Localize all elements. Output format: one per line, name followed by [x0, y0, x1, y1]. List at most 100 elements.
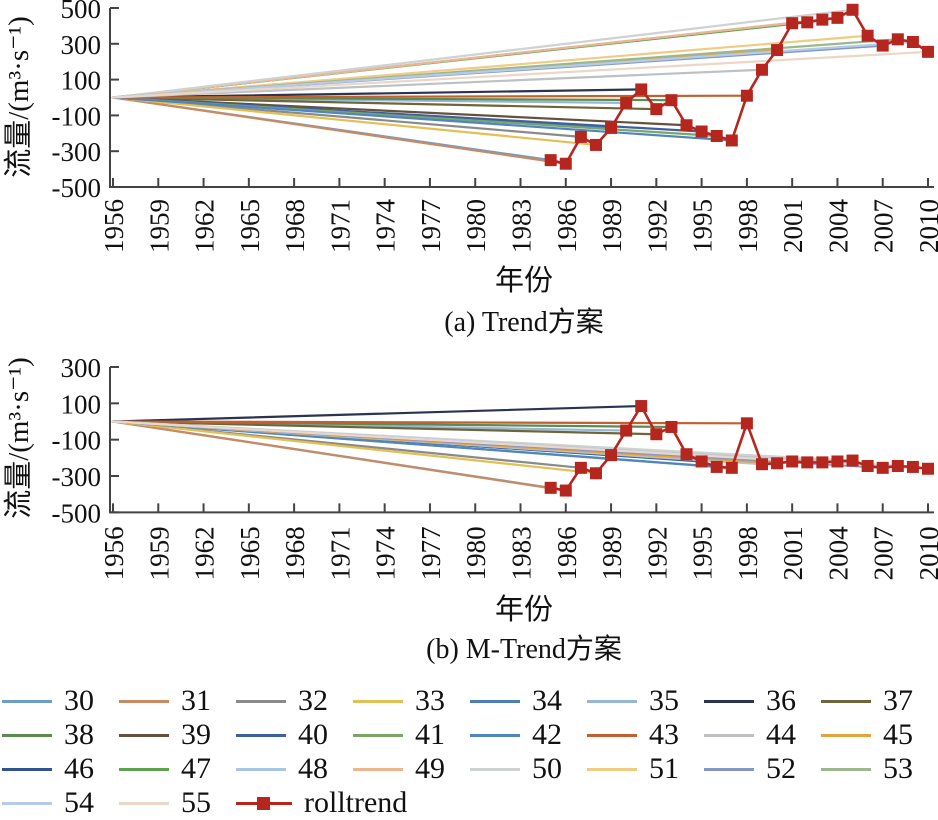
- legend-label: 36: [766, 684, 796, 718]
- legend-row-4: 54 55 rolltrend: [2, 786, 936, 820]
- legend-label: 31: [181, 684, 211, 718]
- rolltrend-marker: [756, 64, 768, 76]
- legend-label: 55: [181, 786, 211, 820]
- legend-item-31: 31: [119, 684, 236, 718]
- legend-item-39: 39: [119, 718, 236, 752]
- rolltrend-swatch-marker: [257, 797, 270, 810]
- legend-label: 48: [298, 752, 328, 786]
- legend-item-52: 52: [704, 752, 821, 786]
- legend-item-43: 43: [587, 718, 704, 752]
- x-tick-label: 1956: [99, 199, 129, 253]
- legend-label: 42: [532, 718, 562, 752]
- legend-item-30: 30: [2, 684, 119, 718]
- legend-label: 33: [415, 684, 445, 718]
- rolltrend-marker: [711, 130, 723, 142]
- rolltrend-marker: [560, 158, 572, 170]
- x-tick-label: 1980: [461, 199, 491, 253]
- legend-item-44: 44: [704, 718, 821, 752]
- legend-item-55: 55: [119, 786, 236, 820]
- legend-label: 37: [883, 684, 913, 718]
- legend-swatch-icon: [821, 734, 871, 737]
- y-tick-label: 300: [61, 30, 102, 60]
- rolltrend-marker: [590, 467, 602, 479]
- legend-label: 50: [532, 752, 562, 786]
- rolltrend-marker: [545, 154, 557, 166]
- x-tick-label: 1962: [190, 526, 220, 580]
- legend-item-50: 50: [470, 752, 587, 786]
- rolltrend-marker: [665, 94, 677, 106]
- rolltrend-marker: [696, 455, 708, 467]
- rolltrend-marker: [620, 425, 632, 437]
- y-tick-label: -300: [52, 137, 102, 167]
- x-tick-label: 2001: [778, 526, 808, 580]
- rolltrend-marker: [771, 457, 783, 469]
- rolltrend-marker: [711, 461, 723, 473]
- legend-swatch-icon: [353, 734, 403, 737]
- legend-label: 45: [883, 718, 913, 752]
- legend-swatch-icon: [587, 768, 637, 771]
- legend-label: 44: [766, 718, 796, 752]
- legend-item-54: 54: [2, 786, 119, 820]
- legend-swatch-icon: [2, 768, 52, 771]
- legend-label: 39: [181, 718, 211, 752]
- x-tick-label: 2007: [869, 526, 899, 580]
- y-tick-label: 300: [61, 353, 102, 383]
- rolltrend-marker: [726, 134, 738, 146]
- rolltrend-marker: [771, 44, 783, 56]
- rolltrend-marker: [635, 83, 647, 95]
- legend-item-rolltrend: rolltrend: [236, 786, 470, 820]
- legend-label: 38: [64, 718, 94, 752]
- rolltrend-marker: [801, 456, 813, 468]
- legend-item-42: 42: [470, 718, 587, 752]
- rolltrend-marker: [847, 4, 859, 16]
- legend-swatch-icon: [821, 700, 871, 703]
- legend-swatch-icon: [2, 734, 52, 737]
- rolltrend-marker: [560, 485, 572, 497]
- x-tick-label: 1983: [507, 526, 537, 580]
- chart-trend-xlabel: 年份: [495, 264, 553, 297]
- rolltrend-marker: [801, 16, 813, 28]
- legend-item-48: 48: [236, 752, 353, 786]
- legend-item-47: 47: [119, 752, 236, 786]
- x-tick-label: 1992: [642, 526, 672, 580]
- legend-swatch-icon: [821, 768, 871, 771]
- legend-label: 43: [649, 718, 679, 752]
- rolltrend-marker: [831, 12, 843, 24]
- legend-label: 49: [415, 752, 445, 786]
- x-tick-label: 1968: [280, 526, 310, 580]
- y-tick-label: -100: [52, 101, 102, 131]
- rolltrend-marker: [862, 460, 874, 472]
- legend-label: 34: [532, 684, 562, 718]
- legend-item-37: 37: [821, 684, 938, 718]
- legend-label: 53: [883, 752, 913, 786]
- legend-item-46: 46: [2, 752, 119, 786]
- rolltrend-marker: [786, 17, 798, 29]
- legend-item-45: 45: [821, 718, 938, 752]
- legend-label: 54: [64, 786, 94, 820]
- legend-label: 47: [181, 752, 211, 786]
- legend-item-49: 49: [353, 752, 470, 786]
- rolltrend-marker: [922, 46, 934, 58]
- rolltrend-marker: [892, 33, 904, 45]
- rolltrend-marker: [590, 139, 602, 151]
- rolltrend-marker: [726, 462, 738, 474]
- x-tick-label: 1989: [597, 199, 627, 253]
- legend-swatch-icon: [2, 700, 52, 703]
- x-tick-label: 1998: [733, 199, 763, 253]
- legend-item-51: 51: [587, 752, 704, 786]
- rolltrend-marker: [681, 119, 693, 131]
- legend-swatch-icon: [470, 734, 520, 737]
- legend-swatch-icon: [353, 768, 403, 771]
- x-tick-label: 2010: [914, 199, 938, 253]
- x-tick-label: 1986: [552, 526, 582, 580]
- rolltrend-marker: [756, 458, 768, 470]
- x-tick-label: 1968: [280, 199, 310, 253]
- legend-item-41: 41: [353, 718, 470, 752]
- x-tick-label: 1971: [325, 526, 355, 580]
- x-tick-label: 1956: [99, 526, 129, 580]
- legend-label: 32: [298, 684, 328, 718]
- x-tick-label: 1992: [642, 199, 672, 253]
